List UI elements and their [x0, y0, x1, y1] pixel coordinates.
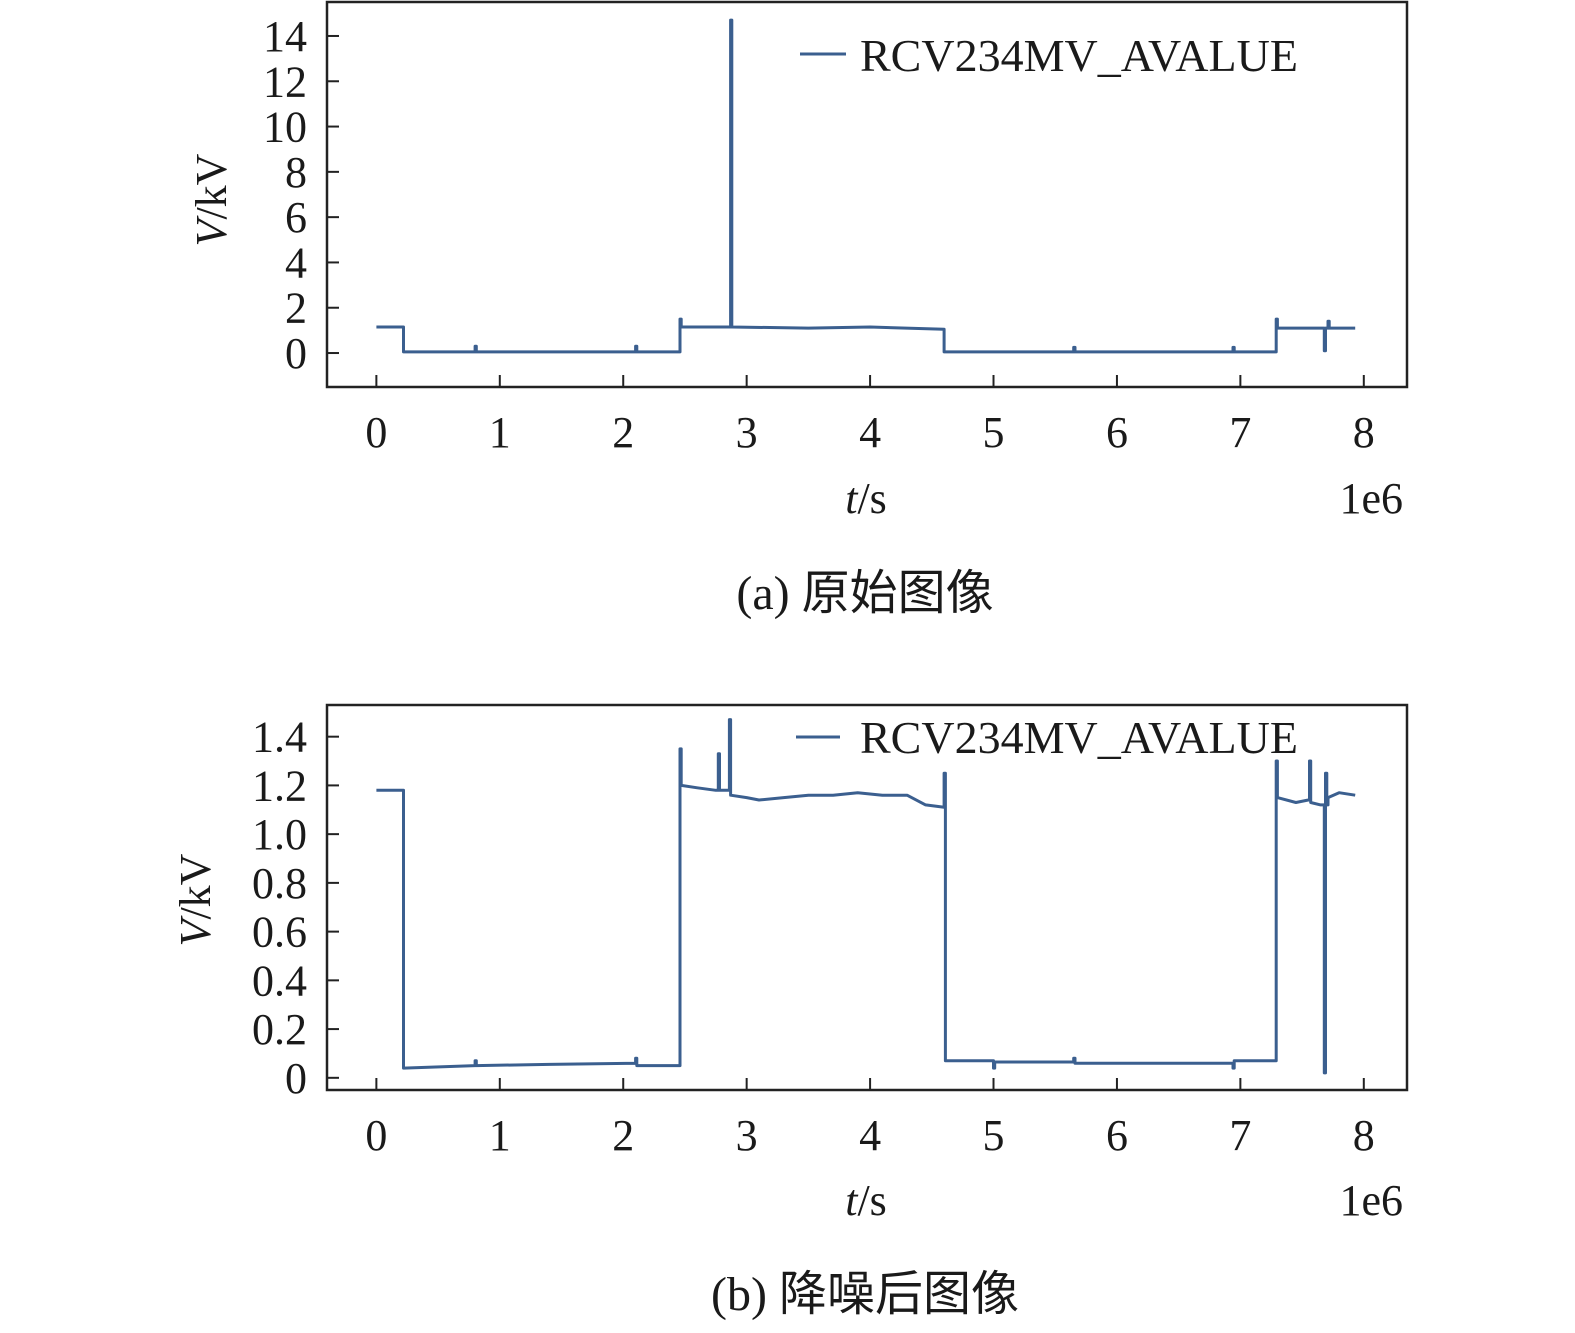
x-axis-ticks: 0 1 2 3 4 5 6 7 8: [365, 1078, 1375, 1160]
y-tick-label: 2: [285, 284, 307, 333]
data-series: [376, 718, 1356, 1075]
series-line-0: [376, 718, 1356, 1075]
x-tick-label: 7: [1229, 1111, 1251, 1160]
y-axis-var: V: [187, 214, 236, 246]
x-axis-offset: 1e6: [1339, 474, 1403, 523]
data-series: [376, 18, 1356, 354]
y-tick-label: 8: [285, 148, 307, 197]
series-line-0: [376, 18, 1356, 354]
x-tick-label: 4: [859, 1111, 881, 1160]
x-axis-ticks: 0 1 2 3 4 5 6 7 8: [365, 375, 1375, 457]
x-axis-label: t/s: [845, 1176, 887, 1225]
x-tick-label: 8: [1353, 1111, 1375, 1160]
legend: RCV234MV_AVALUE: [796, 712, 1298, 763]
y-axis-ticks: 00.20.40.60.81.01.21.4: [252, 713, 339, 1103]
x-tick-label: 8: [1353, 408, 1375, 457]
y-tick-label: 1.4: [252, 713, 307, 762]
x-axis-offset: 1e6: [1339, 1176, 1403, 1225]
y-axis-label: V/kV: [171, 853, 220, 946]
legend-label: RCV234MV_AVALUE: [860, 30, 1298, 81]
y-axis-unit: /kV: [171, 853, 220, 919]
x-tick-label: 2: [612, 1111, 634, 1160]
y-tick-label: 0.4: [252, 956, 307, 1005]
x-tick-label: 5: [983, 1111, 1005, 1160]
y-axis-label: V/kV: [187, 153, 236, 246]
y-axis-var: V: [171, 914, 220, 946]
x-tick-label: 1: [489, 1111, 511, 1160]
x-axis-var: t: [845, 1176, 859, 1225]
y-tick-label: 0: [285, 1054, 307, 1103]
y-tick-label: 6: [285, 193, 307, 242]
y-tick-label: 0: [285, 329, 307, 378]
x-axis-unit: /s: [857, 1176, 886, 1225]
x-tick-label: 0: [365, 408, 387, 457]
x-tick-label: 7: [1229, 408, 1251, 457]
x-axis-label: t/s: [845, 474, 887, 523]
legend-label: RCV234MV_AVALUE: [860, 712, 1298, 763]
x-tick-label: 6: [1106, 408, 1128, 457]
chart-caption: (b) 降噪后图像: [711, 1268, 1019, 1321]
y-axis-unit: /kV: [187, 153, 236, 219]
y-tick-label: 1.0: [252, 810, 307, 859]
plot-frame: [325, 0, 1409, 389]
y-tick-label: 14: [263, 12, 307, 61]
y-tick-label: 12: [263, 57, 307, 106]
plot-frame: [325, 703, 1409, 1092]
x-tick-label: 0: [365, 1111, 387, 1160]
x-tick-label: 2: [612, 408, 634, 457]
x-tick-label: 1: [489, 408, 511, 457]
x-axis-var: t: [845, 474, 859, 523]
x-tick-label: 6: [1106, 1111, 1128, 1160]
y-tick-label: 0.8: [252, 859, 307, 908]
y-tick-label: 10: [263, 103, 307, 152]
chart-caption: (a) 原始图像: [736, 567, 993, 620]
x-tick-label: 5: [983, 408, 1005, 457]
y-tick-label: 0.6: [252, 908, 307, 957]
y-tick-label: 1.2: [252, 761, 307, 810]
x-axis-unit: /s: [857, 474, 886, 523]
legend: RCV234MV_AVALUE: [800, 30, 1298, 81]
x-tick-label: 4: [859, 408, 881, 457]
y-tick-label: 0.2: [252, 1005, 307, 1054]
y-tick-label: 4: [285, 238, 307, 287]
x-tick-label: 3: [736, 1111, 758, 1160]
x-tick-label: 3: [736, 408, 758, 457]
